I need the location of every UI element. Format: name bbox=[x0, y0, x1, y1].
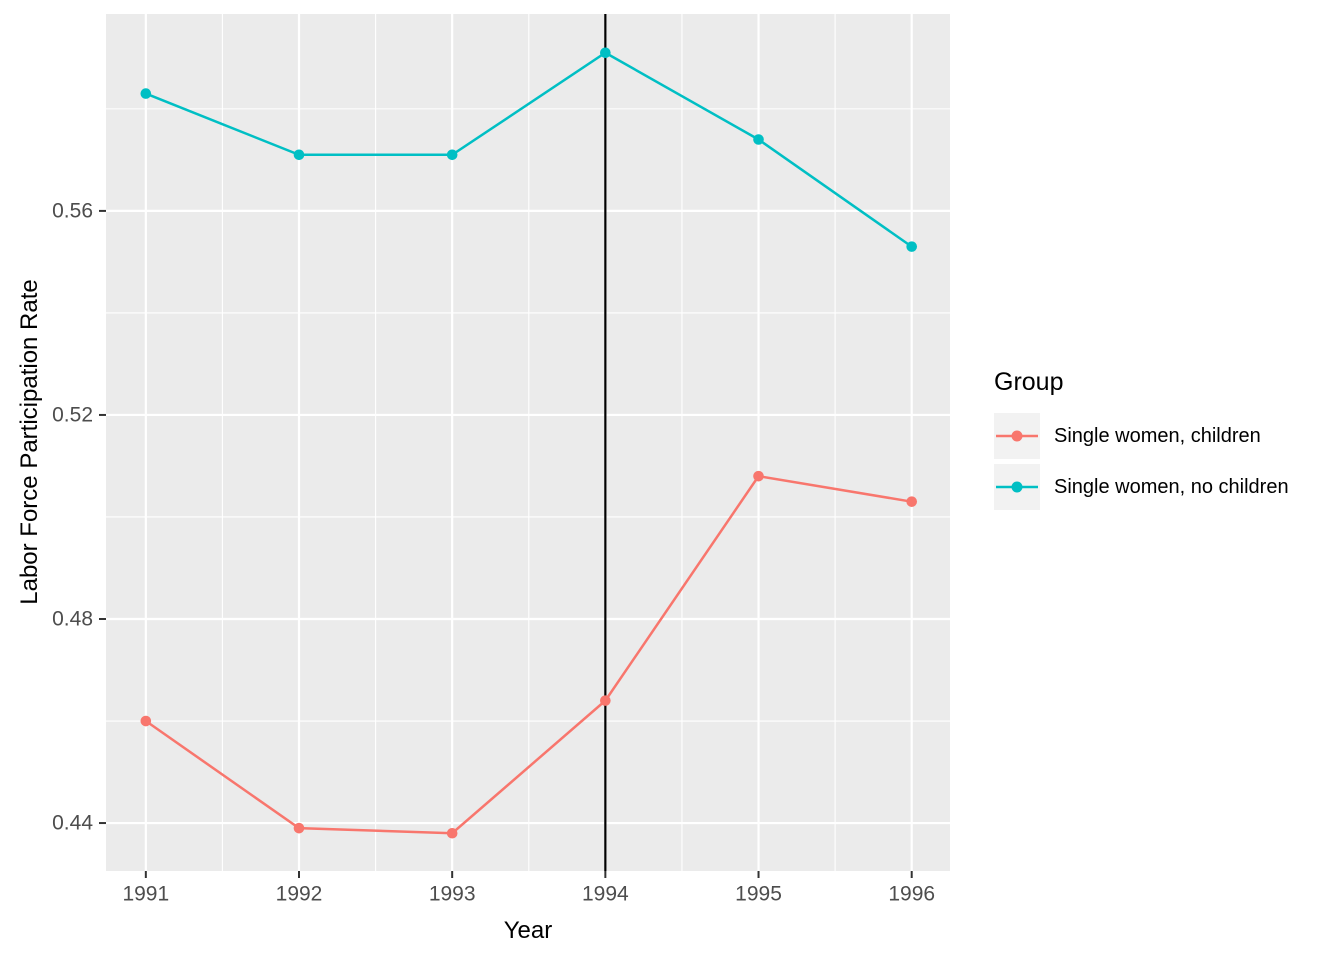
legend-item-no-children: Single women, no children bbox=[994, 464, 1289, 510]
data-point bbox=[140, 88, 152, 99]
legend-glyph-line-point-icon bbox=[996, 481, 1038, 493]
legend-item-children: Single women, children bbox=[994, 413, 1289, 459]
x-tick-label: 1991 bbox=[122, 882, 169, 905]
data-point bbox=[140, 715, 152, 727]
series-1 bbox=[140, 47, 918, 252]
data-point bbox=[446, 149, 458, 161]
data-point bbox=[753, 470, 764, 482]
legend-glyph-line-point-icon bbox=[996, 430, 1038, 442]
legend-label: Single women, children bbox=[1054, 424, 1261, 447]
legend-key-no-children bbox=[994, 464, 1040, 510]
major-gridlines bbox=[106, 14, 950, 871]
y-tick-label: 0.56 bbox=[52, 199, 93, 222]
data-point bbox=[753, 134, 764, 145]
data-point bbox=[906, 241, 918, 252]
x-tick-label: 1996 bbox=[888, 882, 935, 905]
x-axis-title: Year bbox=[503, 917, 553, 944]
minor-gridlines bbox=[106, 14, 950, 871]
x-tick-label: 1994 bbox=[582, 882, 629, 905]
y-tick-label: 0.52 bbox=[52, 403, 93, 426]
series-line bbox=[145, 51, 913, 248]
x-tick-label: 1992 bbox=[276, 882, 323, 905]
data-point bbox=[293, 822, 305, 834]
data-point bbox=[906, 496, 918, 507]
data-point bbox=[293, 149, 305, 161]
data-point bbox=[600, 695, 611, 706]
y-tick-label: 0.48 bbox=[52, 608, 93, 631]
legend-label: Single women, no children bbox=[1054, 475, 1289, 498]
y-tick-label: 0.44 bbox=[52, 812, 93, 835]
legend: Group Single women, children Single wome… bbox=[994, 368, 1289, 515]
axis-ticks: 1991 1992 1993 1994 1995 1996 0.44 0.48 0.52 0.56 bbox=[52, 199, 935, 905]
y-axis-title: Labor Force Participation Rate bbox=[16, 279, 43, 605]
legend-key-children bbox=[994, 413, 1040, 459]
series-line bbox=[145, 474, 912, 835]
legend-title: Group bbox=[994, 368, 1064, 396]
x-tick-label: 1993 bbox=[429, 882, 476, 905]
panel-background bbox=[106, 14, 950, 871]
x-tick-label: 1995 bbox=[735, 882, 782, 905]
data-point bbox=[600, 47, 611, 59]
data-point bbox=[446, 827, 458, 839]
series-0 bbox=[140, 470, 918, 839]
